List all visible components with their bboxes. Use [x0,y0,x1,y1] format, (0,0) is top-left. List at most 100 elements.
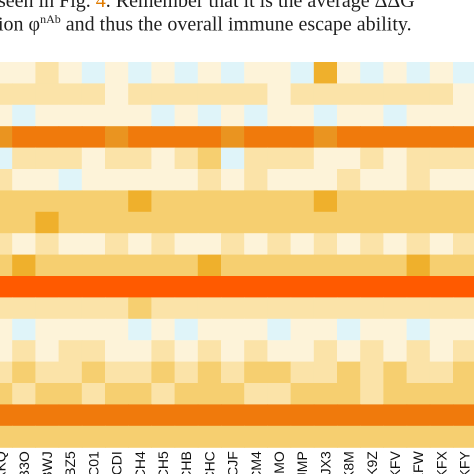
heatmap-cell [128,104,152,127]
heatmap-cell [221,425,245,448]
heatmap-cell [105,169,129,191]
heatmap-cell [12,147,36,170]
heatmap-cell [383,318,408,341]
heatmap-cell [337,104,361,127]
heatmap-cell [151,425,176,448]
heatmap-cell [313,126,338,149]
heatmap-cell [105,147,129,170]
heatmap-cell [197,404,222,427]
heatmap-cell [221,126,245,149]
heatmap-cell [221,190,245,213]
heatmap-cell [151,233,176,256]
heatmap-cell [174,425,199,448]
x-tick-label: 7CH5 [155,451,171,474]
heatmap-cell [58,190,83,213]
heatmap-cell [58,254,83,277]
heatmap-cell [35,169,60,191]
heatmap-cell [290,340,315,363]
heatmap-cell [174,340,199,363]
heatmap-cell [105,83,129,106]
heatmap-cell [290,147,315,170]
heatmap-cell [337,62,361,84]
heatmap-cell [360,404,384,427]
heatmap-cell [313,383,338,405]
heatmap-cell [81,233,106,256]
heatmap-cell [337,340,361,363]
caption-text: seen in Fig. 4. Remember that it is the … [0,0,474,60]
figure-reference-link[interactable]: 4 [95,0,106,12]
heatmap-cell [128,318,152,341]
heatmap-cell [383,104,408,127]
heatmap-cell [453,233,474,256]
heatmap-cell [105,297,129,320]
heatmap-cell [267,169,292,191]
caption-line-2: ion φnAb and thus the overall immune esc… [0,12,412,37]
heatmap-cell [58,297,83,320]
heatmap-cell [105,383,129,405]
x-tick-label: 7BWJ [39,451,55,474]
x-tick-label: 7KFW [410,450,426,474]
heatmap-cell [453,383,474,405]
x-tick-label: 7JMO [271,451,287,474]
heatmap-cells [0,62,474,448]
heatmap-cell [267,104,292,127]
heatmap-cell [360,383,384,405]
heatmap-cell [12,340,36,363]
heatmap-cell [58,318,83,341]
heatmap-cell [12,297,36,320]
x-tick-label: 7CJF [225,451,241,474]
caption-line-1: seen in Fig. 4. Remember that it is the … [0,0,415,13]
heatmap-cell [429,383,454,405]
heatmap-cell [12,254,36,277]
heatmap-cell [360,211,384,234]
heatmap-cell [429,211,454,234]
heatmap-cell [406,254,431,277]
heatmap-cell [35,62,60,84]
heatmap-cell [290,318,315,341]
heatmap-cell [58,383,83,405]
heatmap-cell [58,276,83,298]
heatmap-cell [174,147,199,170]
heatmap-cell [12,233,36,256]
heatmap-cell [429,169,454,191]
heatmap-cell [290,126,315,149]
x-tick-label: 7B3O [16,451,32,474]
heatmap-cell [429,104,454,127]
heatmap-cell [360,425,384,448]
heatmap-cell [197,62,222,84]
heatmap-cell [360,340,384,363]
heatmap-cell [35,318,60,341]
heatmap-cell [81,126,106,149]
x-tick-label: 7BZ5 [62,451,78,474]
heatmap-cell [383,425,408,448]
heatmap-cell [360,276,384,298]
x-axis-labels: 6XKQ 7B3O 7BWJ 7BZ5 7C01 7CDI 7CH4 7CH5 7CHB 7CHC… [0,450,473,474]
heatmap-cell [221,254,245,277]
heatmap-cell [453,297,474,320]
heatmap-cell [12,318,36,341]
heatmap-cell [267,83,292,106]
heatmap-cell [406,404,431,427]
heatmap-cell [197,318,222,341]
heatmap-cell [221,233,245,256]
heatmap-chart: 6XKQ 7B3O 7BWJ 7BZ5 7C01 7CDI 7CH4 7CH5 7CHB 7CHC… [0,62,474,474]
heatmap-cell [81,62,106,84]
heatmap-cell [290,361,315,384]
heatmap-cell [406,318,431,341]
heatmap-cell [313,62,338,84]
heatmap-cell [267,233,292,256]
heatmap-cell [197,83,222,106]
heatmap-cell [244,147,268,170]
heatmap-cell [429,404,454,427]
heatmap-cell [174,254,199,277]
heatmap-cell [35,361,60,384]
heatmap-cell [105,318,129,341]
heatmap-cell [105,190,129,213]
heatmap-cell [453,425,474,448]
x-tick-label: 7CHB [178,451,194,474]
heatmap-cell [267,297,292,320]
heatmap-cell [174,126,199,149]
heatmap-cell [128,276,152,298]
heatmap-cell [105,340,129,363]
heatmap-cell [406,190,431,213]
